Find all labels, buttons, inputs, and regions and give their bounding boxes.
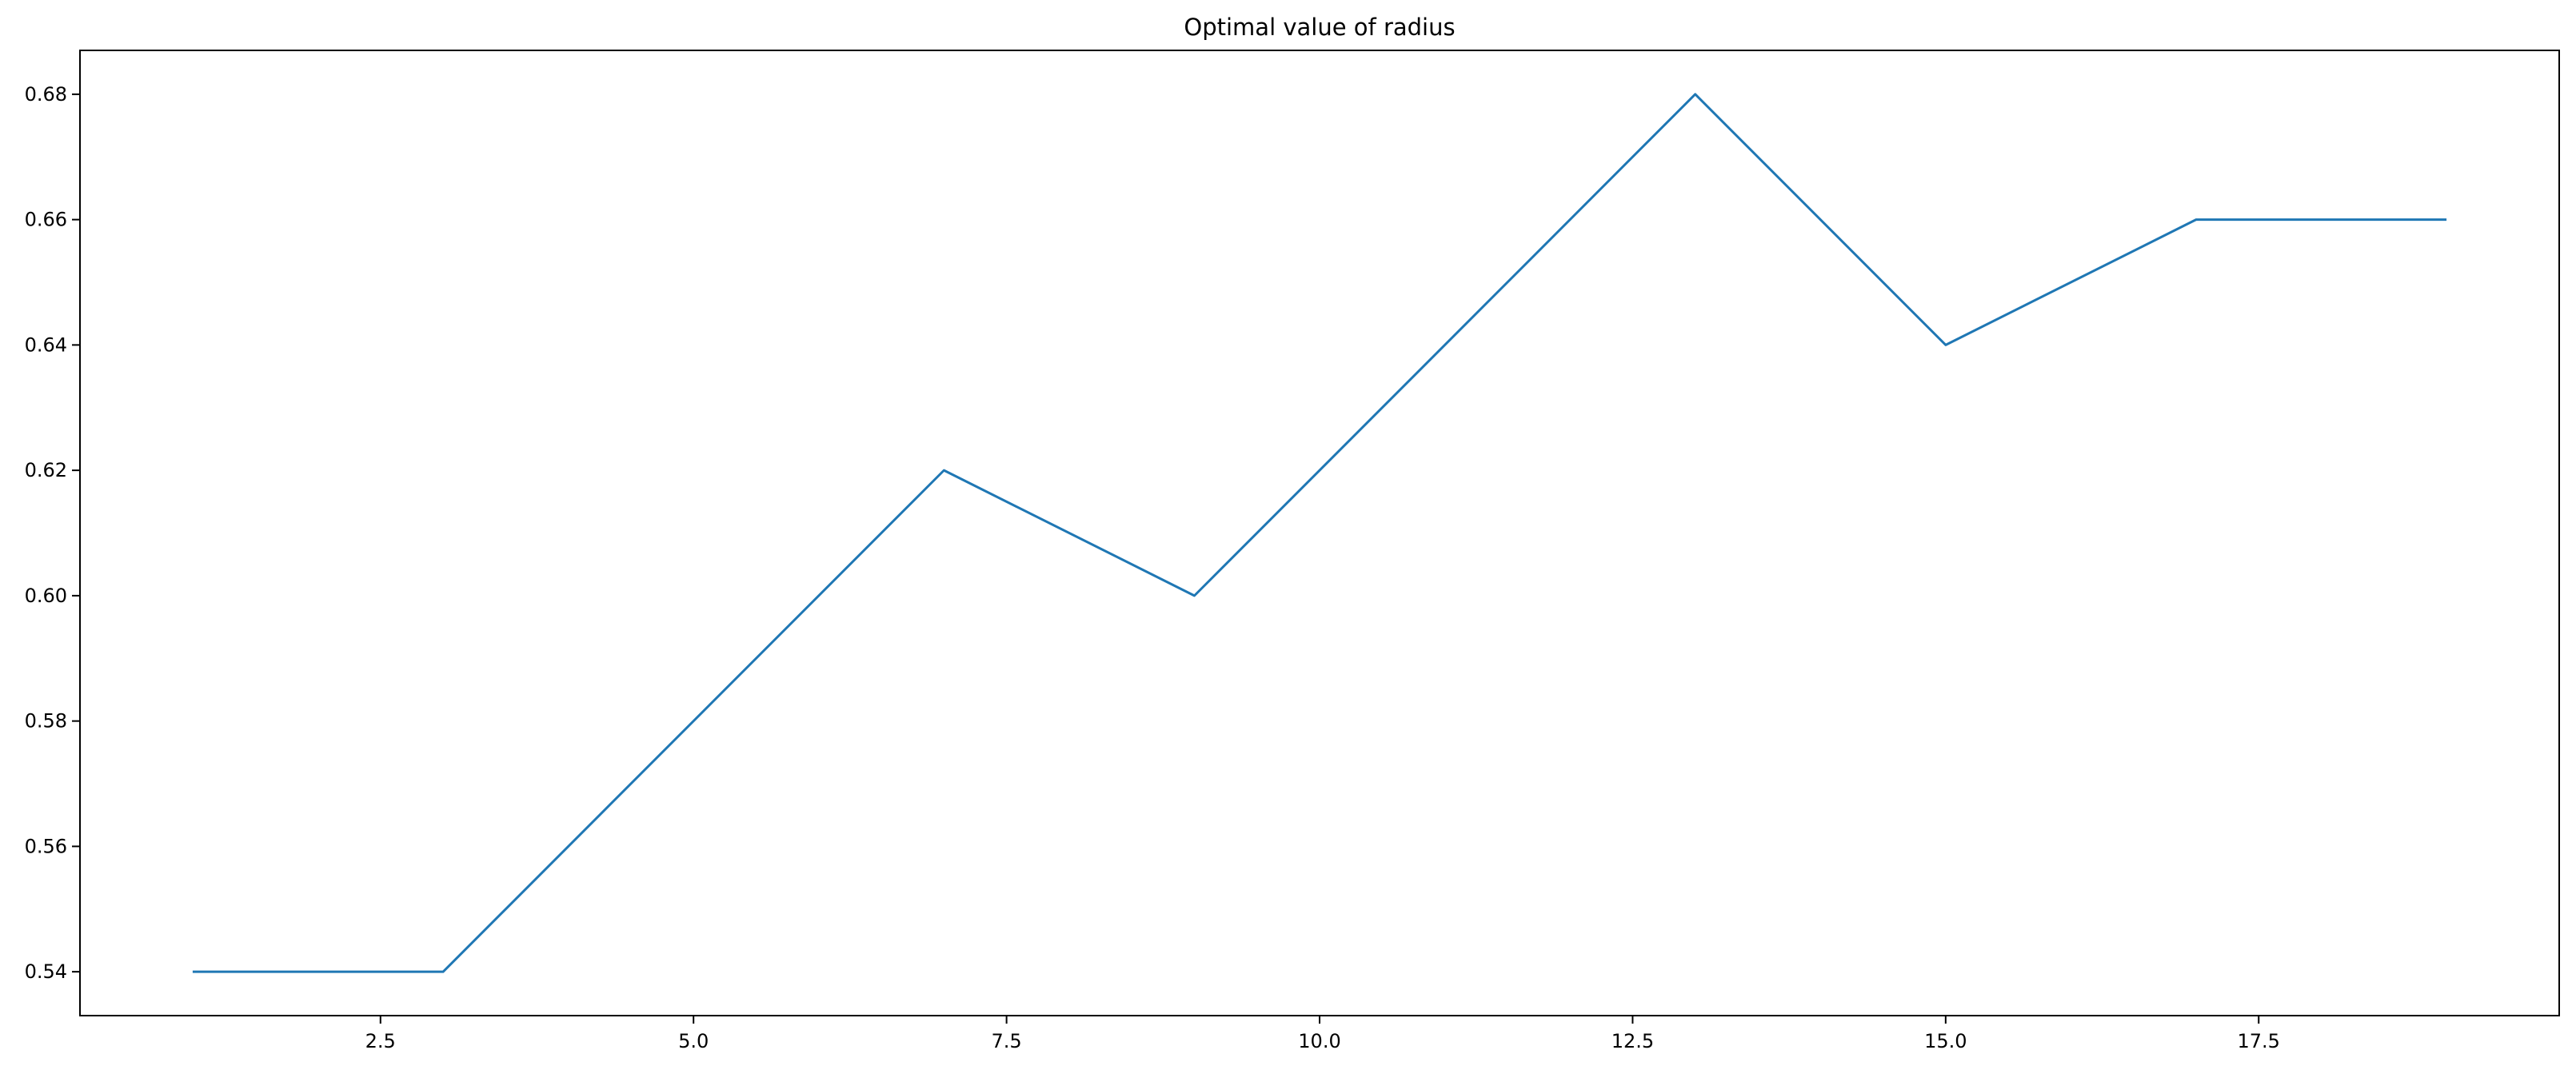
y-tick-label: 0.66	[25, 209, 67, 231]
y-tick-label: 0.58	[25, 710, 67, 733]
y-axis-ticks: 0.54 0.56 0.58 0.60 0.62 0.64 0.66 0.68	[25, 83, 80, 983]
x-tick-label: 10.0	[1298, 1030, 1340, 1052]
x-tick-label: 7.5	[991, 1030, 1021, 1052]
y-tick-label: 0.54	[25, 960, 67, 983]
plot-area-frame	[79, 50, 2560, 1016]
x-tick-label: 17.5	[2238, 1030, 2280, 1052]
y-tick-label: 0.68	[25, 83, 67, 106]
y-tick-label: 0.56	[25, 835, 67, 857]
x-tick-label: 15.0	[1924, 1030, 1967, 1052]
y-tick-label: 0.60	[25, 585, 67, 607]
series-line	[192, 93, 2447, 973]
x-tick-label: 2.5	[365, 1030, 396, 1052]
x-axis-ticks: 2.5 5.0 7.5 10.0 12.5 15.0 17.5	[365, 1016, 2280, 1052]
y-tick-label: 0.64	[25, 333, 67, 356]
x-tick-label: 12.5	[1611, 1030, 1654, 1052]
x-tick-label: 5.0	[678, 1030, 709, 1052]
y-tick-label: 0.62	[25, 459, 67, 481]
series-layer	[192, 93, 2447, 973]
chart-title: Optimal value of radius	[1184, 14, 1455, 41]
